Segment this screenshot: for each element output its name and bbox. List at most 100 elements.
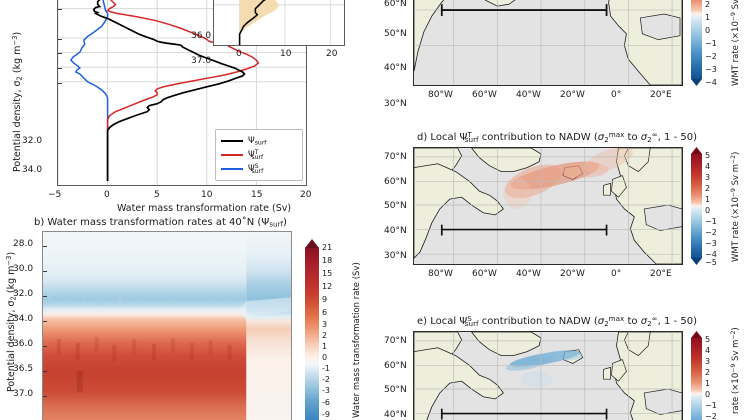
panel-b-cb-tick: 2 bbox=[322, 331, 328, 340]
panel-e-lat-label: 70°N bbox=[384, 336, 407, 346]
panel-d-cb-tick: −3 bbox=[705, 239, 717, 248]
panel-e-cb-tick: 1 bbox=[705, 379, 711, 388]
panel-c-lat-label: 60°N bbox=[384, 0, 407, 9]
panel-c-cb-tick: −3 bbox=[705, 65, 717, 74]
panel-c-cb-tick: 0 bbox=[705, 26, 711, 35]
panel-a-ytick bbox=[58, 82, 62, 84]
panel-b-colorbar bbox=[305, 239, 319, 420]
panel-d-title: d) Local ΨTsurf contribution to NADW (σ2… bbox=[417, 130, 697, 144]
panel-d-lon-label: 20°E bbox=[650, 269, 672, 279]
panel-d-lon-label: 40°W bbox=[516, 269, 541, 279]
panel-e-cb-tick: 0 bbox=[705, 390, 711, 399]
panel-c-lon-label: 80°W bbox=[428, 90, 453, 100]
panel-b-ytick bbox=[43, 295, 47, 297]
panel-b-cb-tick: 18 bbox=[322, 256, 333, 265]
panel-d-lon-label: 60°W bbox=[472, 269, 497, 279]
panel-c-lon-label: 20°E bbox=[650, 90, 672, 100]
panel-a-ytick bbox=[58, 38, 62, 40]
panel-d-lat-label: 60°N bbox=[384, 177, 407, 187]
panel-a-xlabel: Water mass transformation rate (Sv) bbox=[117, 203, 292, 214]
panel-e-cb-tick: −1 bbox=[705, 401, 717, 410]
panel-b-cb-tick: 15 bbox=[322, 269, 333, 278]
panel-b-cb-tick: 0 bbox=[322, 353, 328, 362]
panel-c-cb-tick: 1 bbox=[705, 13, 711, 22]
panel-d-cb-tick: 0 bbox=[705, 206, 711, 215]
panel-b-cb-tick: 1 bbox=[322, 342, 328, 351]
panel-b-ytick bbox=[43, 345, 47, 347]
panel-a-ytick-label: 32.0 bbox=[22, 136, 43, 146]
panel-b-ytick-label: 37.0 bbox=[13, 389, 34, 399]
panel-b-cb-tick: 12 bbox=[322, 282, 333, 291]
panel-d-cb-tick: 2 bbox=[705, 184, 711, 193]
panel-b-ytick bbox=[43, 396, 47, 398]
panel-a-legend: Ψsurf ΨTsurf ΨSsurf bbox=[215, 129, 303, 181]
panel-e-colorbar bbox=[691, 331, 702, 420]
legend-label: Ψsurf bbox=[248, 135, 267, 147]
legend-item-psi-surf: Ψsurf bbox=[221, 135, 297, 148]
panel-d-cb-tick: 5 bbox=[705, 151, 711, 160]
panel-d-lon-label: 0° bbox=[611, 269, 622, 279]
panel-c-lon-label: 0° bbox=[611, 90, 622, 100]
panel-c-lon-label: 40°W bbox=[516, 90, 541, 100]
legend-label: ΨTsurf bbox=[248, 149, 264, 161]
panel-b-cb-tick: 6 bbox=[322, 308, 328, 317]
panel-a-xtick-label: 20 bbox=[300, 190, 312, 200]
panel-c-map bbox=[413, 0, 683, 86]
panel-c-lon-label: 20°W bbox=[560, 90, 585, 100]
panel-d-lat-label: 30°N bbox=[384, 251, 407, 261]
panel-b-cb-tick: -3 bbox=[322, 386, 330, 395]
panel-e-cb-tick: 4 bbox=[705, 346, 711, 355]
panel-a-inset-xtick-label: 0 bbox=[236, 49, 242, 59]
panel-b-cb-tick: -2 bbox=[322, 375, 330, 384]
panel-a-inset-xtick-label: 10 bbox=[280, 49, 292, 59]
panel-d-colorbar-label: WMT rate (×10−9 Sv m−2) bbox=[730, 151, 741, 262]
panel-d-cb-tick: 4 bbox=[705, 162, 711, 171]
panel-b-ytick bbox=[43, 270, 47, 272]
panel-d-colorbar bbox=[691, 147, 702, 265]
panel-e-lat-label: 60°N bbox=[384, 361, 407, 371]
panel-c-cb-tick: −4 bbox=[705, 78, 717, 87]
panel-b-ytick-label: 36.5 bbox=[13, 364, 34, 374]
panel-b-ylabel: Potential density, σ2 (kg m−3) bbox=[5, 251, 18, 392]
panel-e-lat-label: 50°N bbox=[384, 385, 407, 395]
legend-line-icon bbox=[221, 153, 243, 157]
panel-d-map bbox=[413, 147, 683, 265]
panel-b-title: b) Water mass transformation rates at 40… bbox=[34, 217, 287, 229]
panel-d-lat-label: 40°N bbox=[384, 226, 407, 236]
panel-d-cb-tick: −2 bbox=[705, 228, 717, 237]
panel-c-lon-label: 60°W bbox=[472, 90, 497, 100]
panel-a-xtick-label: −5 bbox=[48, 190, 62, 200]
panel-c-lat-label: 40°N bbox=[384, 63, 407, 73]
panel-c-colorbar bbox=[691, 0, 702, 86]
panel-c-lat-label: 30°N bbox=[384, 99, 407, 109]
panel-c-colorbar-label: WMT rate (×10−9 Sv m−2) bbox=[730, 0, 741, 86]
legend-item-psi-T: ΨTsurf bbox=[221, 149, 297, 162]
panel-e-lat-label: 40°N bbox=[384, 410, 407, 420]
panel-b-cb-tick: 9 bbox=[322, 295, 328, 304]
panel-b-ytick-label: 36.0 bbox=[13, 339, 34, 349]
panel-d-cb-tick: −1 bbox=[705, 217, 717, 226]
panel-c-cb-tick: −2 bbox=[705, 52, 717, 61]
panel-d-lat-label: 70°N bbox=[384, 152, 407, 162]
panel-e-colorbar-label: rate (×10−9 Sv m−2) bbox=[730, 327, 741, 414]
panel-d-lat-label: 50°N bbox=[384, 201, 407, 211]
panel-a-xtick-label: 5 bbox=[154, 190, 160, 200]
panel-e-title: e) Local ΨSsurf contribution to NADW (σ2… bbox=[417, 314, 697, 328]
panel-b-cb-tick: -6 bbox=[322, 398, 330, 407]
panel-c-cb-tick: −1 bbox=[705, 39, 717, 48]
panel-a-xtick-label: 10 bbox=[201, 190, 213, 200]
panel-e-cb-tick: 5 bbox=[705, 335, 711, 344]
legend-item-psi-S: ΨSsurf bbox=[221, 163, 297, 176]
panel-a-ytick bbox=[58, 68, 62, 70]
panel-d-cb-tick: −4 bbox=[705, 250, 717, 259]
panel-b-plot-area bbox=[42, 231, 292, 420]
panel-b-colorbar-label: Water mass transformation rate (Sv) bbox=[352, 262, 362, 418]
panel-b-cb-tick: 21 bbox=[322, 243, 333, 252]
panel-b-ytick-label: 34.0 bbox=[13, 314, 34, 324]
panel-b-ytick-label: 28.0 bbox=[13, 239, 34, 249]
panel-d-cb-tick: 1 bbox=[705, 195, 711, 204]
panel-e-cb-tick: −2 bbox=[705, 412, 717, 420]
panel-e-cb-tick: 3 bbox=[705, 357, 711, 366]
panel-b-ytick bbox=[43, 245, 47, 247]
